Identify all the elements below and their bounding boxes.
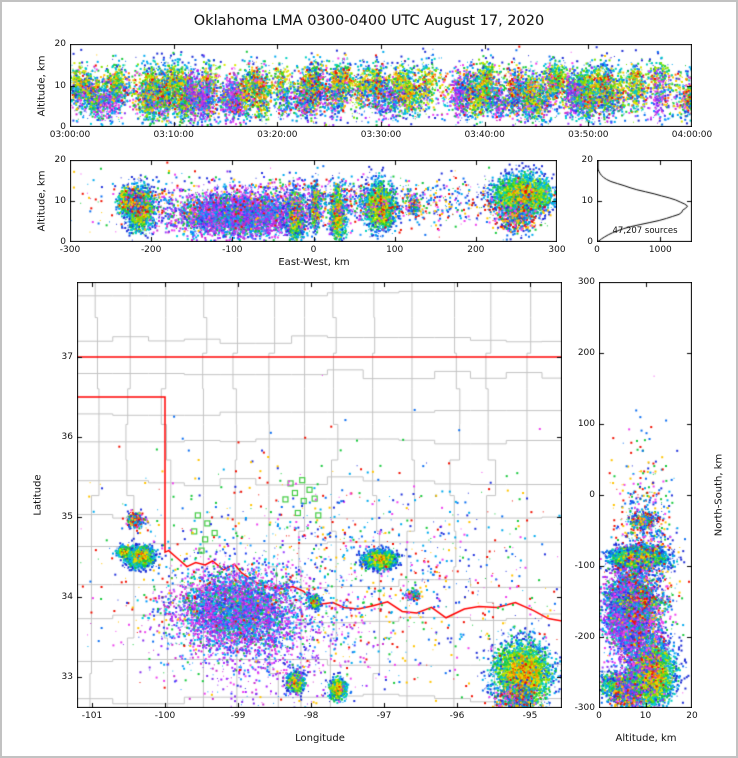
- tick-label: 100: [386, 245, 404, 255]
- tick-label: 20: [54, 39, 66, 49]
- tick-label: -100: [222, 245, 243, 255]
- tick-label: 03:40:00: [464, 130, 505, 140]
- tick-label: -98: [303, 711, 319, 721]
- tick-label: -97: [376, 711, 392, 721]
- tick-label: 200: [577, 348, 595, 358]
- map-y-axis-label: Latitude: [32, 474, 44, 516]
- tick-label: 0: [60, 122, 66, 132]
- tick-label: 03:50:00: [568, 130, 609, 140]
- tick-label: -200: [140, 245, 162, 255]
- ns-panel-y-axis-label: North-South, km: [713, 453, 725, 537]
- tick-label: 0: [60, 237, 66, 247]
- tick-label: -300: [59, 245, 81, 255]
- tick-label: 10: [639, 711, 652, 721]
- tick-label: 03:10:00: [153, 130, 194, 140]
- tick-label: -96: [449, 711, 465, 721]
- tick-label: 04:00:00: [671, 130, 713, 140]
- tick-label: 300: [577, 277, 595, 287]
- north-south-height-panel-canvas: [599, 282, 692, 708]
- tick-label: 20: [54, 155, 66, 165]
- altitude-histogram-canvas: [597, 160, 692, 242]
- sources-count-annotation: 47,207 sources: [612, 226, 678, 236]
- tick-label: 20: [581, 155, 593, 165]
- tick-label: 03:20:00: [257, 130, 298, 140]
- map-x-axis-label: Longitude: [295, 733, 345, 744]
- tick-label: 300: [548, 245, 566, 255]
- tick-label: 36: [61, 432, 73, 442]
- figure-title: Oklahoma LMA 0300-0400 UTC August 17, 20…: [193, 13, 545, 29]
- tick-label: -300: [574, 703, 595, 713]
- tick-label: 1000: [648, 245, 672, 255]
- tick-label: -95: [522, 711, 538, 721]
- tick-label: 33: [61, 672, 73, 682]
- tick-label: 200: [467, 245, 485, 255]
- tick-label: -99: [230, 711, 246, 721]
- tick-label: 0: [587, 237, 593, 247]
- tick-label: 0: [589, 490, 595, 500]
- tick-label: 100: [577, 419, 595, 429]
- tick-label: 0: [310, 245, 317, 255]
- tick-label: 34: [61, 592, 73, 602]
- plan-view-map-canvas: [77, 282, 562, 708]
- east-west-height-panel-canvas: [70, 160, 557, 242]
- tick-label: -100: [154, 711, 176, 721]
- tick-label: 0: [594, 245, 600, 255]
- tick-label: 10: [54, 80, 66, 91]
- tick-label: -101: [81, 711, 103, 721]
- time-height-panel-canvas: [70, 44, 692, 127]
- ns-panel-x-axis-label: Altitude, km: [615, 733, 677, 744]
- tick-label: 03:00:00: [49, 130, 91, 140]
- tick-label: 10: [54, 196, 66, 206]
- ew-panel-x-axis-label: East-West, km: [278, 257, 350, 268]
- tick-label: 35: [61, 512, 73, 522]
- tick-label: 20: [686, 711, 698, 721]
- tick-label: 10: [581, 196, 593, 206]
- tick-label: 03:30:00: [360, 130, 402, 140]
- tick-label: 37: [61, 352, 73, 362]
- tick-label: -200: [574, 632, 595, 642]
- tick-label: 0: [596, 711, 602, 721]
- tick-label: -100: [574, 561, 595, 571]
